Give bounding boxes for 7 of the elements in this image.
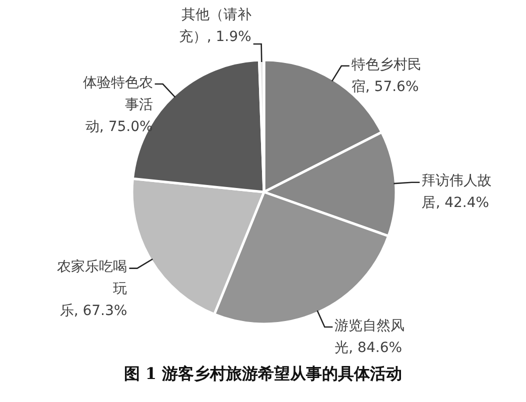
slice-label: 农家乐吃喝玩乐, 67.3% [56, 258, 128, 322]
slice-label: 体验特色农事活动, 75.0% [82, 74, 153, 137]
slice-label: 游览自然风光, 84.6% [334, 316, 406, 358]
slice-label: 特色乡村民宿, 57.6% [351, 56, 422, 97]
text: 图 1 游客乡村旅游希望从事的具体活动 [122, 364, 404, 385]
slice-label: 拜访伟人故居, 42.4% [422, 172, 493, 214]
slice-label: 其他（请补充）, 1.9% [178, 6, 252, 48]
